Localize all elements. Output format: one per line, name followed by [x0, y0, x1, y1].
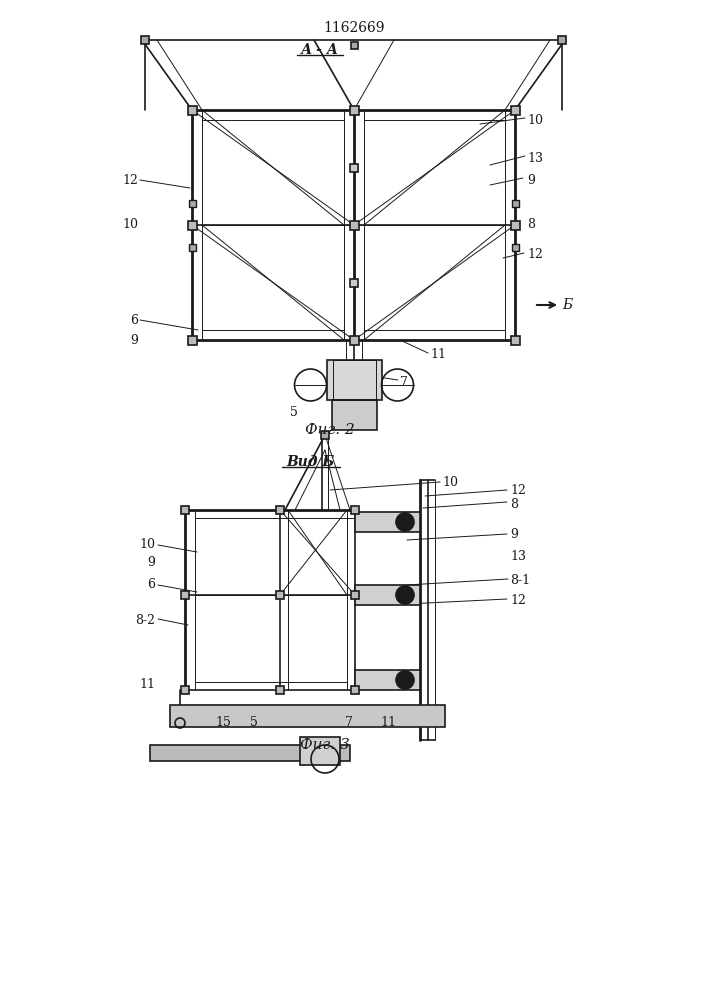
Circle shape — [396, 671, 414, 689]
Text: Фиг. 2: Фиг. 2 — [305, 423, 355, 437]
Text: 10: 10 — [122, 219, 138, 232]
Bar — [351, 506, 359, 514]
Text: 9: 9 — [130, 334, 138, 347]
Circle shape — [396, 586, 414, 604]
Bar — [510, 336, 520, 344]
Text: 5: 5 — [250, 716, 258, 728]
Text: Б: Б — [562, 298, 572, 312]
Text: 5: 5 — [290, 406, 298, 418]
Text: 8: 8 — [510, 497, 518, 510]
Bar — [327, 360, 382, 400]
Bar — [350, 279, 358, 287]
Bar — [187, 336, 197, 344]
Text: А - А: А - А — [301, 43, 339, 57]
Text: 10: 10 — [527, 113, 543, 126]
Text: 13: 13 — [527, 151, 543, 164]
Bar — [181, 686, 189, 694]
Bar — [351, 686, 359, 694]
Bar — [181, 591, 189, 599]
Bar — [351, 591, 359, 599]
Text: Фиг. 3: Фиг. 3 — [300, 738, 350, 752]
Bar — [510, 221, 520, 230]
Text: 13: 13 — [510, 550, 526, 564]
Text: 9: 9 — [527, 174, 535, 186]
Text: 12: 12 — [510, 593, 526, 606]
Circle shape — [396, 513, 414, 531]
Bar — [355, 585, 420, 605]
Bar — [355, 670, 420, 690]
Bar — [332, 400, 377, 430]
Text: 10: 10 — [442, 476, 458, 488]
Bar — [332, 360, 375, 400]
Bar — [355, 512, 420, 532]
Text: 8: 8 — [527, 219, 535, 232]
Bar — [187, 105, 197, 114]
Bar — [510, 105, 520, 114]
Text: 6: 6 — [147, 578, 155, 591]
Bar — [276, 591, 284, 599]
Bar — [350, 164, 358, 172]
Bar — [170, 705, 445, 727]
Text: 10: 10 — [139, 538, 155, 552]
Bar — [141, 36, 149, 44]
Text: Вид Б: Вид Б — [286, 455, 334, 469]
Bar — [558, 36, 566, 44]
Bar — [150, 745, 350, 761]
Text: 11: 11 — [430, 349, 446, 361]
Bar — [349, 336, 358, 344]
Text: 7: 7 — [345, 716, 353, 728]
Text: 12: 12 — [527, 248, 543, 261]
Text: 11: 11 — [139, 678, 155, 692]
Bar — [511, 200, 518, 207]
Bar — [321, 431, 329, 439]
Bar — [300, 737, 340, 765]
Text: 9: 9 — [147, 556, 155, 570]
Bar — [349, 105, 358, 114]
Text: 1162669: 1162669 — [323, 21, 385, 35]
Bar — [181, 506, 189, 514]
Bar — [351, 41, 358, 48]
Bar — [189, 200, 196, 207]
Text: 7: 7 — [400, 375, 408, 388]
Text: 8-1: 8-1 — [510, 574, 530, 586]
Text: 8-2: 8-2 — [135, 613, 155, 626]
Text: 15: 15 — [215, 716, 231, 728]
Text: 9: 9 — [510, 528, 518, 542]
Text: 12: 12 — [510, 484, 526, 496]
Bar — [276, 686, 284, 694]
Bar — [511, 243, 518, 250]
Bar — [189, 243, 196, 250]
Bar — [187, 221, 197, 230]
Bar — [349, 221, 358, 230]
Text: 6: 6 — [130, 314, 138, 326]
Bar — [276, 506, 284, 514]
Text: 11: 11 — [380, 716, 396, 728]
Text: 12: 12 — [122, 174, 138, 186]
